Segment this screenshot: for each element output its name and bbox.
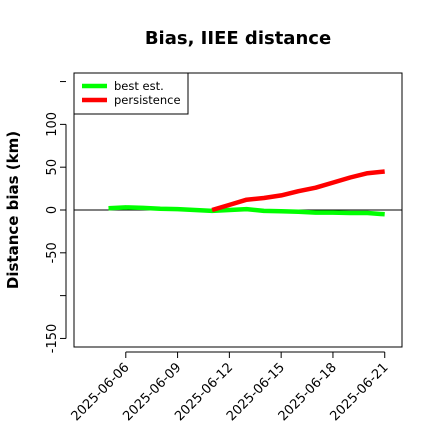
series-line-persistence bbox=[211, 169, 385, 213]
axes: -150-500501002025-06-062025-06-092025-06… bbox=[45, 81, 402, 424]
y-tick-label: -50 bbox=[45, 242, 60, 263]
legend-label: persistence bbox=[114, 93, 181, 107]
y-tick-label: 100 bbox=[45, 112, 60, 137]
y-tick-label: 50 bbox=[45, 159, 60, 176]
y-tick-label: -150 bbox=[45, 324, 60, 354]
legend-label: best est. bbox=[114, 79, 164, 93]
y-tick-label: 0 bbox=[45, 206, 60, 214]
legend-box bbox=[73, 72, 189, 115]
series-layer bbox=[108, 169, 385, 217]
plot-frame bbox=[73, 72, 403, 348]
legend: best est.persistence bbox=[73, 72, 189, 115]
y-axis-label: Distance bias (km) bbox=[4, 131, 22, 289]
chart-title: Bias, IIEE distance bbox=[145, 28, 331, 49]
series-line-best-est bbox=[108, 205, 385, 217]
